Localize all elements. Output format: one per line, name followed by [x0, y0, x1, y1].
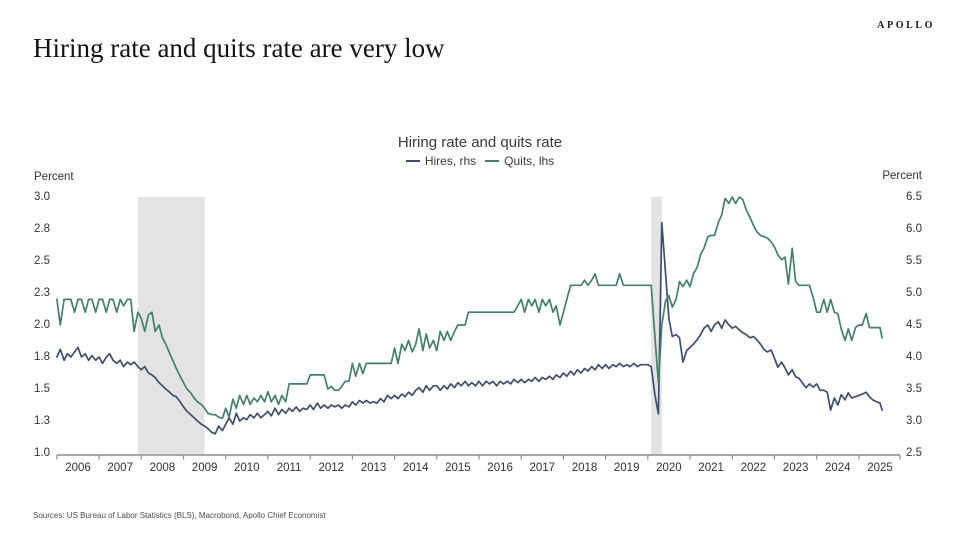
legend-dash-icon: [485, 159, 500, 163]
legend-label: Hires, rhs: [424, 154, 477, 168]
page-title: Hiring rate and quits rate are very low: [33, 33, 445, 63]
recession-band: [137, 197, 205, 454]
legend-item: Quits, lhs: [485, 154, 554, 168]
source-note: Sources: US Bureau of Labor Statistics (…: [33, 511, 326, 520]
hires-line: [56, 221, 883, 435]
right-axis-header: Percent: [882, 170, 922, 182]
apollo-logo: APOLLO: [877, 20, 935, 31]
legend-dash-icon: [405, 159, 420, 163]
chart-title: Hiring rate and quits rate: [397, 134, 563, 151]
left-axis-header: Percent: [34, 171, 74, 183]
recession-band: [651, 197, 662, 454]
legend-label: Quits, lhs: [504, 154, 555, 168]
chart-legend: Hires, rhs Quits, lhs: [0, 154, 960, 168]
legend-item: Hires, rhs: [405, 154, 477, 168]
quits-line: [56, 196, 883, 420]
